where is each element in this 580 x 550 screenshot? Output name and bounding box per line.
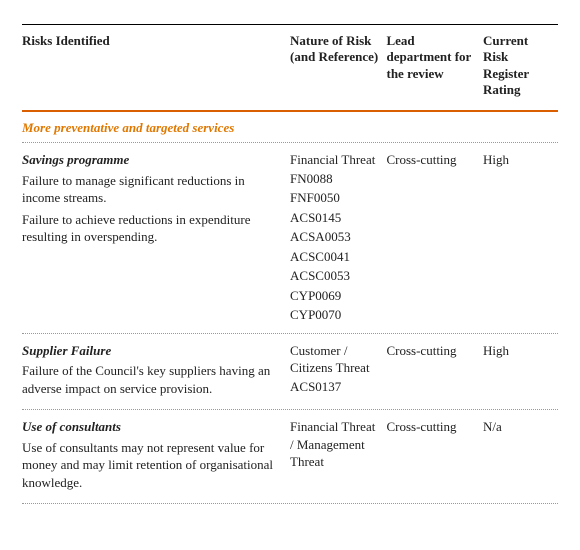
table-row: Savings programme Failure to manage sign… <box>22 143 558 333</box>
reference-code: ACSA0053 <box>290 227 380 247</box>
lead-dept: Cross-cutting <box>386 334 482 410</box>
nature-threat: Financial Threat <box>290 152 375 167</box>
risk-title: Supplier Failure <box>22 342 284 360</box>
header-risks: Risks Identified <box>22 25 290 110</box>
risk-rating: High <box>483 143 558 333</box>
lead-dept: Cross-cutting <box>386 410 482 503</box>
reference-code: ACSC0041 <box>290 247 380 267</box>
nature-threat: Financial Threat / Management Threat <box>290 419 375 469</box>
header-rating: Current Risk Register Rating <box>483 25 558 110</box>
reference-code: ACSC0053 <box>290 266 380 286</box>
reference-code: CYP0069 <box>290 286 380 306</box>
reference-code: ACS0145 <box>290 208 380 228</box>
risk-desc: Failure to manage significant reductions… <box>22 172 282 207</box>
risk-title: Use of consultants <box>22 418 284 436</box>
risk-desc: Use of consultants may not represent val… <box>22 439 282 492</box>
reference-code: FN0088 <box>290 169 380 189</box>
risk-table: Risks Identified Nature of Risk (and Ref… <box>22 25 558 110</box>
risk-title: Savings programme <box>22 151 284 169</box>
row-divider <box>22 503 558 504</box>
reference-code: CYP0070 <box>290 305 380 325</box>
table-row: Use of consultants Use of consultants ma… <box>22 410 558 503</box>
lead-dept: Cross-cutting <box>386 143 482 333</box>
header-row: Risks Identified Nature of Risk (and Ref… <box>22 25 558 110</box>
reference-code: FNF0050 <box>290 188 380 208</box>
nature-threat: Customer / Citizens Threat <box>290 343 370 376</box>
risk-desc: Failure to achieve reductions in expendi… <box>22 211 282 246</box>
section-title: More preventative and targeted services <box>22 112 558 142</box>
header-lead: Lead department for the review <box>386 25 482 110</box>
table-row: Supplier Failure Failure of the Council'… <box>22 334 558 410</box>
header-nature: Nature of Risk (and Reference) <box>290 25 386 110</box>
risk-rating: High <box>483 334 558 410</box>
risk-rating: N/a <box>483 410 558 503</box>
reference-code: ACS0137 <box>290 377 380 397</box>
risk-desc: Failure of the Council's key suppliers h… <box>22 362 282 397</box>
